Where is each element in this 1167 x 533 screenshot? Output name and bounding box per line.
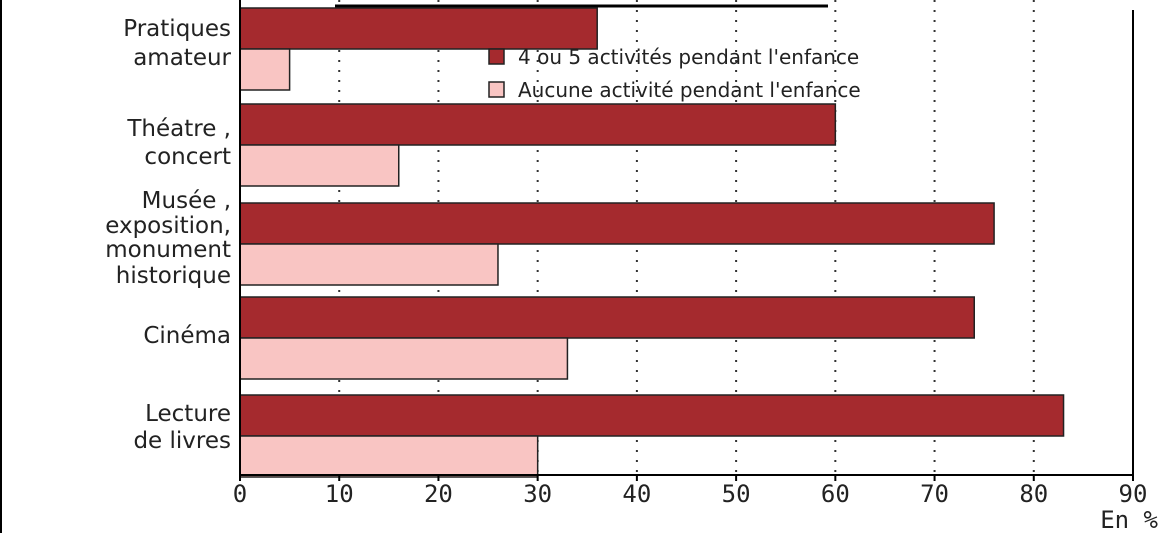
bar-no-activity-0 xyxy=(239,48,291,91)
x-tick-label: 20 xyxy=(424,480,453,508)
x-tick-label: 70 xyxy=(920,480,949,508)
x-tick-label: 30 xyxy=(523,480,552,508)
category-label: Lecture xyxy=(145,401,231,427)
category-label: Théatre , xyxy=(126,116,231,142)
x-axis-unit-label: En % xyxy=(1100,506,1158,533)
legend-label-1: Aucune activité pendant l'enfance xyxy=(518,78,861,102)
category-label: amateur xyxy=(133,45,231,71)
legend-swatch-1 xyxy=(488,81,505,98)
legend: 4 ou 5 activités pendant l'enfance Aucune… xyxy=(488,45,861,102)
category-labels: Pratiques amateur Théatre ,concert Musée ,e… xyxy=(105,16,231,454)
category-label: monument xyxy=(105,237,231,263)
x-tick-label: 80 xyxy=(1019,480,1048,508)
x-tick-label: 90 xyxy=(1119,480,1148,508)
x-tick-label: 0 xyxy=(233,480,247,508)
bar-four-five-activities-2 xyxy=(239,202,995,245)
x-tick-label: 10 xyxy=(325,480,354,508)
bar-four-five-activities-4 xyxy=(239,394,1065,437)
bar-four-five-activities-0 xyxy=(239,7,598,50)
category-label: concert xyxy=(144,144,231,170)
x-tick-label: 50 xyxy=(722,480,751,508)
legend-swatch-0 xyxy=(488,48,505,65)
category-label: Cinéma xyxy=(143,323,231,349)
category-label: Pratiques xyxy=(123,16,231,42)
category-label: Musée , xyxy=(142,188,231,214)
tick-labels: 0 10 20 30 40 50 60 70 80 90 xyxy=(233,480,1148,508)
bars xyxy=(239,7,1065,478)
bar-no-activity-3 xyxy=(239,337,569,380)
legend-label-0: 4 ou 5 activités pendant l'enfance xyxy=(518,45,859,69)
category-label: exposition, xyxy=(105,213,231,239)
bar-four-five-activities-3 xyxy=(239,296,975,339)
x-tick-label: 60 xyxy=(821,480,850,508)
bar-four-five-activities-1 xyxy=(239,103,837,146)
bar-no-activity-1 xyxy=(239,144,400,187)
category-label: historique xyxy=(116,263,231,289)
bar-no-activity-2 xyxy=(239,243,499,286)
bar-no-activity-4 xyxy=(239,435,539,478)
category-label: de livres xyxy=(133,428,231,454)
axes xyxy=(0,0,1134,533)
x-tick-label: 40 xyxy=(622,480,651,508)
